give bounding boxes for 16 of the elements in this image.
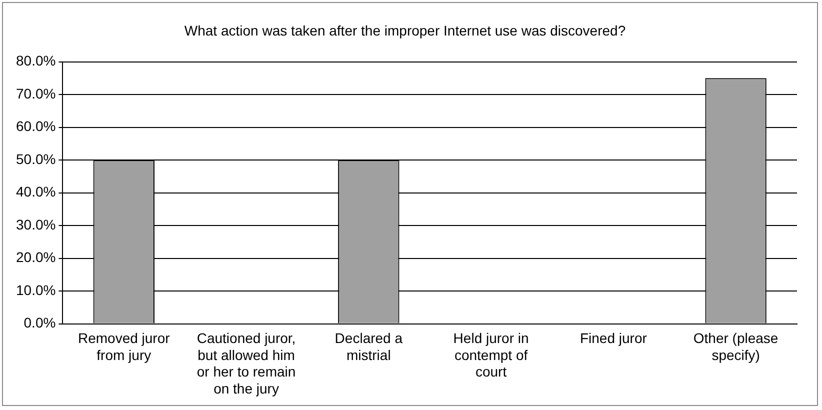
y-tick-label: 60.0% <box>16 118 56 134</box>
y-tick-label: 80.0% <box>16 52 56 69</box>
x-tick-label: Declared a mistrial <box>334 330 403 363</box>
y-tick-label: 70.0% <box>16 85 56 102</box>
y-tick-label: 10.0% <box>16 282 56 298</box>
x-tick-label: Cautioned juror, but allowed him or her to remain on the jury <box>196 330 296 396</box>
y-tick-label: 0.0% <box>24 314 56 331</box>
y-tick-label: 40.0% <box>16 184 56 200</box>
x-tick-label: Held juror in contempt of court <box>453 330 529 380</box>
y-tick-label: 30.0% <box>16 216 56 232</box>
y-tick-label: 50.0% <box>16 150 56 167</box>
chart-title: What action was taken after the improper Internet use was discovered? <box>184 22 626 38</box>
x-tick-label: Removed juror from jury <box>78 330 170 363</box>
x-tick-label: Other (please specify) <box>693 330 778 363</box>
x-tick-label: Fined juror <box>580 330 648 346</box>
y-tick-label: 20.0% <box>16 249 56 266</box>
